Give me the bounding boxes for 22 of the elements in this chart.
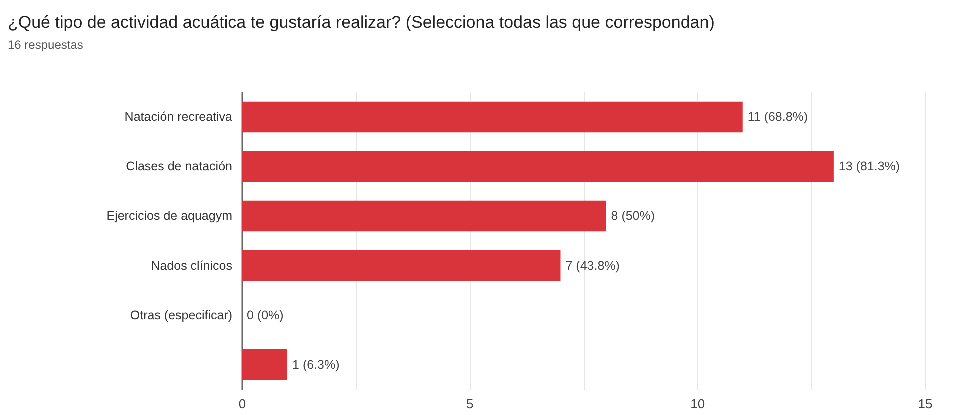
y-tick-label: Nados clínicos xyxy=(151,258,232,273)
y-tick-label: Clases de natación xyxy=(126,160,233,174)
y-tick-label: Natación recreativa xyxy=(124,110,233,124)
x-tick-label: 15 xyxy=(918,396,933,412)
y-tick-label: Ejercicios de aquagym xyxy=(106,209,232,224)
bar xyxy=(242,200,606,232)
data-label: 13 (81.3%) xyxy=(838,160,900,174)
data-label: 11 (68.8%) xyxy=(748,110,808,124)
text: 16 respuestas xyxy=(8,38,84,52)
bar xyxy=(242,250,561,282)
x-tick-label: 0 xyxy=(238,396,246,412)
y-tick-label: Otras (especificar) xyxy=(130,308,232,322)
data-label: 1 (6.3%) xyxy=(292,358,340,372)
data-label: 7 (43.8%) xyxy=(566,258,620,273)
bar xyxy=(242,151,834,182)
x-tick-label: 10 xyxy=(690,396,706,412)
data-label: 8 (50%) xyxy=(611,209,656,224)
bar xyxy=(242,349,288,380)
bar xyxy=(242,102,743,133)
chart-title: ¿Qué tipo de actividad acuática te gustaría realizar? (Selecciona todas las que correspondan) xyxy=(8,13,715,32)
data-label: 0 (0%) xyxy=(247,308,284,322)
x-tick-label: 5 xyxy=(466,396,474,412)
